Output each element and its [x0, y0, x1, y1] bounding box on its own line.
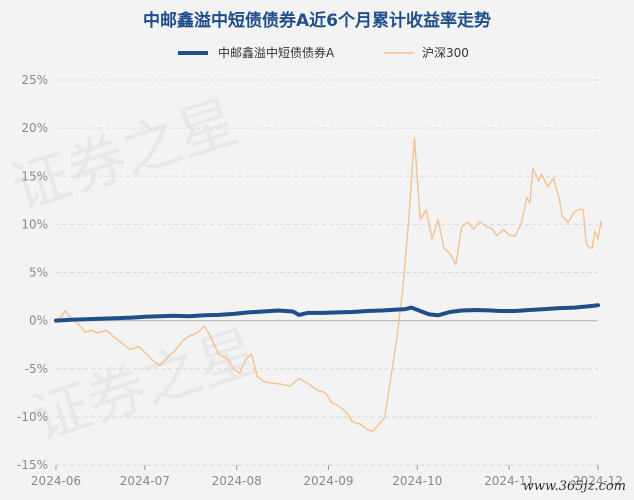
legend: 中邮鑫溢中短债债券A 沪深300	[178, 45, 469, 60]
chart-title: 中邮鑫溢中短债债券A近6个月累计收益率走势	[143, 10, 491, 31]
y-tick-label: -5%	[25, 362, 48, 376]
y-tick-label: 15%	[21, 169, 48, 183]
x-axis-ticks: 2024-06 2024-07 2024-08 2024-09 2024-10 2024-…	[31, 465, 623, 488]
y-tick-label: 5%	[29, 266, 48, 280]
watermark-text-2: 证券之星	[23, 317, 265, 453]
y-tick-label: 25%	[21, 73, 48, 87]
watermark-text-1: 证券之星	[3, 87, 245, 223]
x-tick-label: 2024-10	[392, 474, 442, 488]
series	[54, 137, 602, 432]
x-tick-label: 2024-08	[212, 474, 262, 488]
y-tick-label: 10%	[21, 217, 48, 231]
y-tick-label: 0%	[29, 314, 48, 328]
legend-label-fund: 中邮鑫溢中短债债券A	[218, 45, 335, 60]
grid	[56, 79, 598, 466]
y-tick-label: -10%	[17, 410, 48, 424]
y-tick-label: -15%	[17, 458, 48, 472]
legend-label-index: 沪深300	[422, 46, 469, 60]
y-axis-ticks: 25% 20% 15% 10% 5% 0% -5% -10% -15%	[17, 73, 48, 472]
x-tick-label: 2024-11	[484, 474, 534, 488]
x-tick-label: 2024-06	[31, 474, 81, 488]
x-tick-label: 2024-07	[120, 474, 170, 488]
site-watermark: www.365jz.com	[523, 479, 626, 494]
y-tick-label: 20%	[21, 121, 48, 135]
x-tick-label: 2024-12	[573, 474, 623, 488]
x-tick-label: 2024-09	[303, 474, 353, 488]
series-line-index	[55, 137, 602, 432]
series-line-fund	[54, 303, 600, 323]
